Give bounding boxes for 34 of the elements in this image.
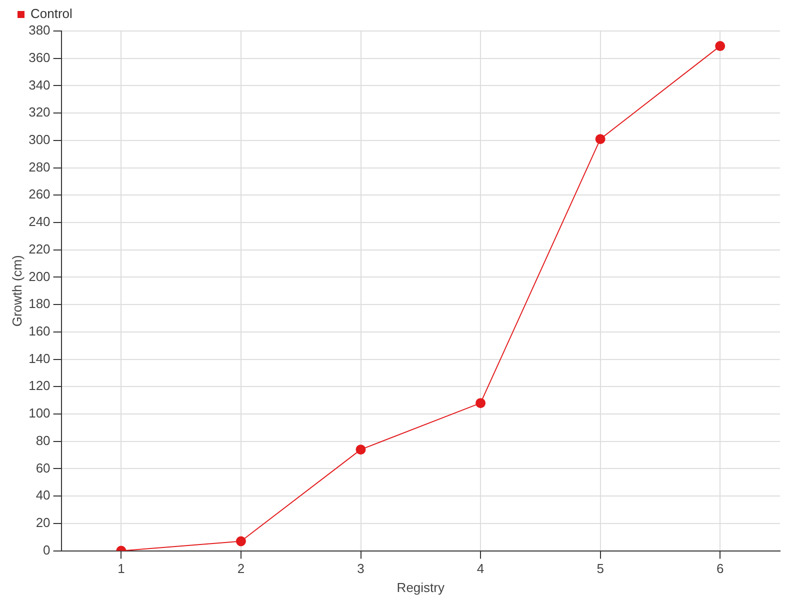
y-tick-label: 220	[28, 241, 50, 256]
x-tick-label: 1	[118, 561, 125, 576]
x-axis-title: Registry	[396, 580, 445, 595]
x-tick-label: 2	[237, 561, 245, 576]
point	[476, 398, 486, 408]
y-tick-label: 80	[36, 432, 50, 448]
y-tick-label: 200	[28, 268, 50, 284]
y-tick-label: 380	[28, 22, 50, 38]
y-tick-label: 60	[36, 460, 50, 476]
y-tick-label: 260	[28, 186, 50, 202]
point	[595, 134, 606, 144]
x-tick-label: 3	[357, 561, 364, 576]
y-tick-label: 100	[28, 406, 50, 421]
y-tick-label: 340	[28, 77, 50, 92]
point	[356, 444, 366, 455]
x-tick-label: 4	[476, 561, 484, 576]
y-tick-label: 280	[28, 159, 50, 174]
y-tick-label: 20	[36, 515, 50, 530]
y-tick-label: 360	[28, 50, 50, 65]
y-tick-label: 300	[28, 132, 50, 148]
point	[236, 536, 246, 546]
x-tick-label: 6	[716, 561, 724, 576]
legend-label: Control	[30, 6, 73, 22]
y-tick-label: 140	[28, 350, 50, 366]
y-tick-label: 40	[36, 488, 50, 503]
point	[715, 41, 726, 52]
y-tick-label: 320	[28, 104, 50, 120]
x-tick-label: 5	[596, 561, 604, 576]
y-tick-label: 240	[28, 214, 50, 230]
y-tick-label: 180	[28, 296, 50, 312]
y-tick-label: 160	[28, 324, 50, 339]
y-tick-label: 0	[43, 542, 50, 558]
y-axis-title: Growth (cm)	[9, 255, 24, 327]
y-tick-label: 120	[28, 378, 50, 394]
